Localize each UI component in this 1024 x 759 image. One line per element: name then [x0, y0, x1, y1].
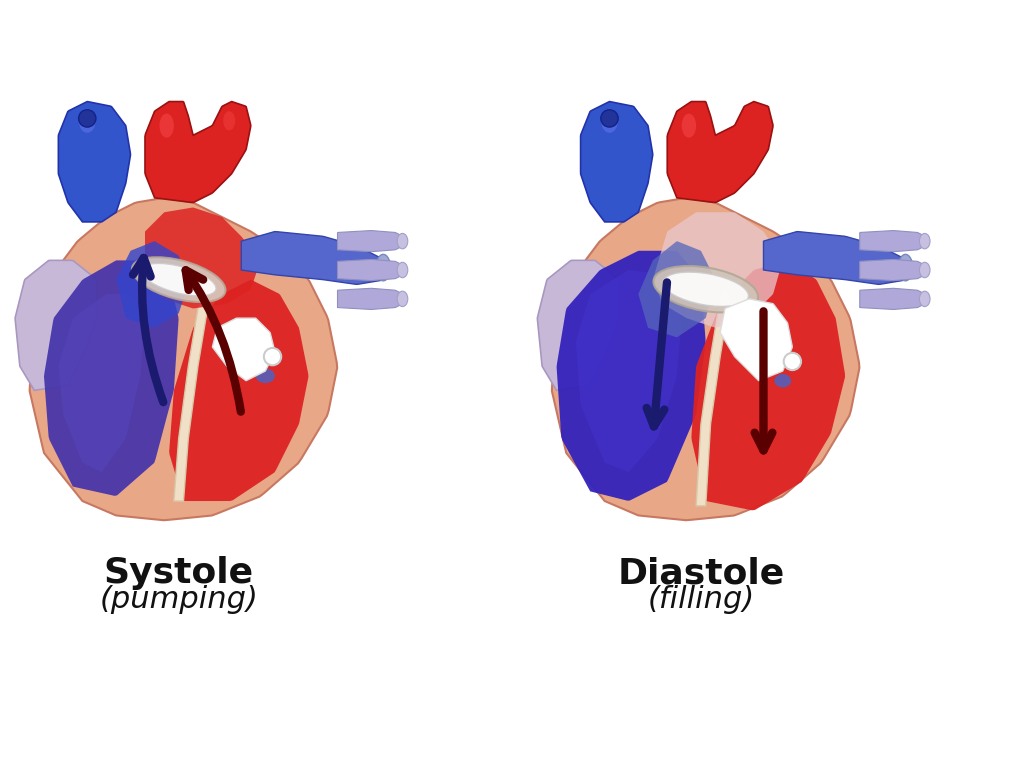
- Ellipse shape: [397, 234, 408, 249]
- Polygon shape: [860, 231, 927, 252]
- Polygon shape: [174, 294, 208, 501]
- Text: (filling): (filling): [647, 585, 755, 614]
- Polygon shape: [212, 318, 274, 380]
- Ellipse shape: [141, 263, 216, 296]
- Ellipse shape: [774, 374, 792, 387]
- Ellipse shape: [663, 272, 749, 307]
- Polygon shape: [860, 288, 927, 310]
- Polygon shape: [696, 289, 730, 505]
- Polygon shape: [691, 260, 845, 510]
- Polygon shape: [58, 294, 144, 472]
- Polygon shape: [653, 213, 782, 328]
- Text: (pumping): (pumping): [99, 585, 258, 614]
- Polygon shape: [169, 280, 308, 501]
- Ellipse shape: [132, 257, 225, 302]
- Polygon shape: [764, 231, 908, 285]
- Polygon shape: [44, 260, 178, 496]
- Ellipse shape: [397, 291, 408, 307]
- Polygon shape: [575, 270, 682, 472]
- Ellipse shape: [223, 111, 236, 131]
- Polygon shape: [338, 288, 404, 310]
- Circle shape: [601, 110, 618, 127]
- Ellipse shape: [920, 234, 930, 249]
- Polygon shape: [638, 241, 715, 337]
- Ellipse shape: [79, 109, 95, 133]
- Ellipse shape: [601, 109, 617, 133]
- Text: Systole: Systole: [103, 556, 254, 591]
- Polygon shape: [538, 260, 620, 390]
- Circle shape: [264, 348, 282, 365]
- Polygon shape: [581, 102, 652, 222]
- Polygon shape: [30, 198, 337, 520]
- Polygon shape: [58, 102, 130, 222]
- Ellipse shape: [653, 266, 758, 313]
- Polygon shape: [720, 299, 793, 380]
- Polygon shape: [116, 241, 188, 328]
- Ellipse shape: [397, 263, 408, 278]
- Polygon shape: [145, 207, 260, 308]
- Polygon shape: [668, 102, 773, 203]
- Polygon shape: [15, 260, 97, 390]
- Ellipse shape: [256, 369, 274, 383]
- Ellipse shape: [920, 263, 930, 278]
- Polygon shape: [557, 250, 706, 501]
- Polygon shape: [145, 102, 251, 203]
- Polygon shape: [338, 231, 404, 252]
- Polygon shape: [242, 231, 386, 285]
- Ellipse shape: [376, 254, 390, 281]
- Ellipse shape: [920, 291, 930, 307]
- Ellipse shape: [160, 114, 174, 137]
- Circle shape: [79, 110, 96, 127]
- Polygon shape: [552, 198, 859, 520]
- Ellipse shape: [682, 114, 696, 137]
- Polygon shape: [860, 260, 927, 281]
- Polygon shape: [338, 260, 404, 281]
- Circle shape: [783, 353, 801, 370]
- Ellipse shape: [898, 254, 912, 281]
- Text: Diastole: Diastole: [617, 556, 784, 591]
